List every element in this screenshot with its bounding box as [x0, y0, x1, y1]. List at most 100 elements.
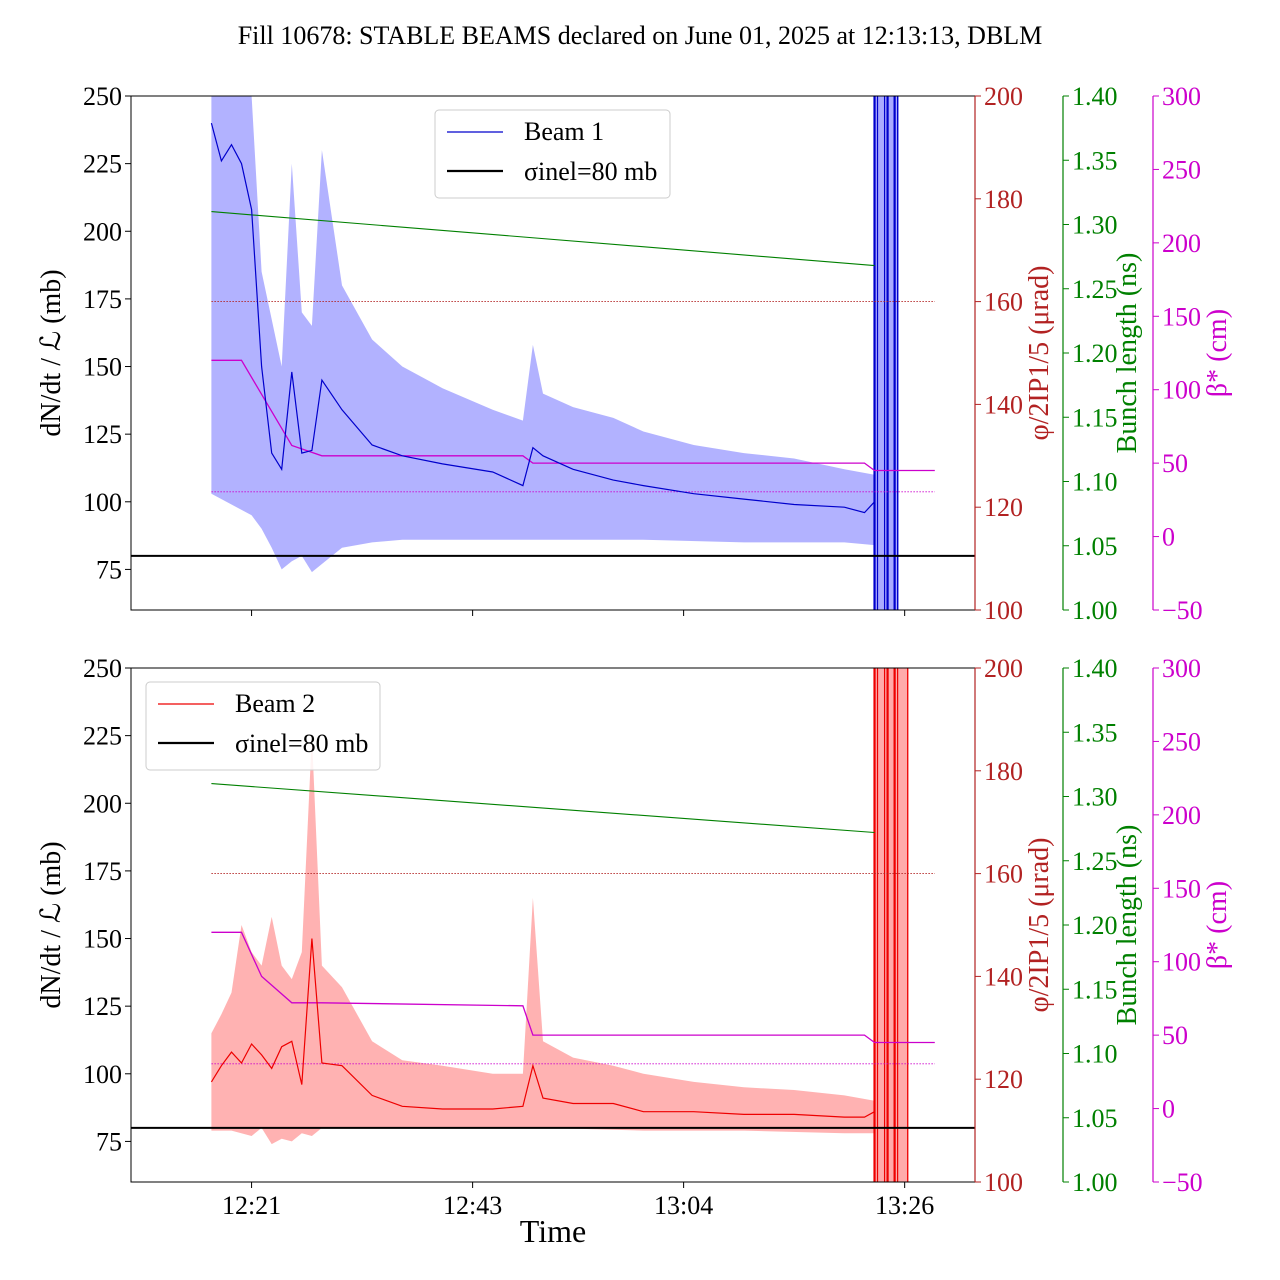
y-tick-label: 120 [984, 493, 1023, 522]
plot-area [131, 668, 975, 1182]
y-tick-label: 175 [83, 285, 122, 314]
y-tick-label: 1.25 [1072, 847, 1118, 876]
y-tick-label: 1.15 [1072, 403, 1118, 432]
y-tick-label: 200 [1162, 229, 1201, 258]
y-tick-label: 120 [984, 1065, 1023, 1094]
y-tick-label: 100 [984, 1168, 1023, 1197]
y-tick-label: 160 [984, 288, 1023, 317]
y-tick-label: 75 [96, 555, 122, 584]
legend-label-sigma: σinel=80 mb [524, 157, 657, 186]
y-tick-label: 150 [83, 353, 122, 382]
bunch-length-line [211, 783, 875, 834]
panel-bottom: 75 100 125 150 175 200 225 250 100 120 140 160 180 20… [36, 654, 1233, 1220]
y-tick-label: 250 [1162, 155, 1201, 184]
y-tick-label: 140 [984, 390, 1023, 419]
axis-label: Bunch length (ns) [1112, 825, 1143, 1026]
y-tick-label: 50 [1162, 449, 1188, 478]
y-tick-label: 1.20 [1072, 339, 1118, 368]
y-tick-label: 180 [984, 185, 1023, 214]
chart-title: Fill 10678: STABLE BEAMS declared on Jun… [238, 21, 1043, 50]
y-tick-label: 250 [1162, 727, 1201, 756]
y-tick-label: −50 [1162, 1168, 1203, 1197]
y-tick-label: 1.30 [1072, 211, 1118, 240]
beam2-line [210, 938, 875, 1118]
beam1-line [210, 122, 875, 514]
y-tick-label: 100 [83, 488, 122, 517]
y-tick-label: 1.05 [1072, 532, 1118, 561]
y-tick-label: 0 [1162, 1095, 1175, 1124]
y-tick-label: 1.00 [1072, 596, 1118, 625]
y-tick-label: 100 [1162, 948, 1201, 977]
y-tick-label: 140 [984, 962, 1023, 991]
y-tick-label: 1.00 [1072, 1168, 1118, 1197]
y-tick-label: 1.05 [1072, 1104, 1118, 1133]
legend-label-sigma: σinel=80 mb [235, 729, 368, 758]
y-tick-label: 150 [1162, 302, 1201, 331]
axis-label: φ/2IP1/5 (μrad) [1024, 265, 1055, 440]
beta-star-line [211, 931, 935, 1044]
y-tick-label: 1.40 [1072, 654, 1118, 683]
beta-star-axis: −50 0 50 100 150 200 250 300 β* (cm) [1152, 82, 1233, 625]
x-tick-label: 12:21 [222, 1191, 281, 1220]
y-tick-label: 125 [83, 420, 122, 449]
y-tick-label: 125 [83, 992, 122, 1021]
axis-label: β* (cm) [1202, 881, 1233, 969]
y-tick-label: −50 [1162, 596, 1203, 625]
y-tick-label: 1.10 [1072, 1040, 1118, 1069]
uncertainty-band [211, 96, 875, 573]
y-tick-label: 50 [1162, 1021, 1188, 1050]
uncertainty-band [211, 735, 875, 1145]
y-tick-label: 250 [83, 654, 122, 683]
y-tick-label: 0 [1162, 523, 1175, 552]
legend-label-beam: Beam 1 [524, 117, 604, 146]
bunch-length-line [211, 211, 875, 267]
y-tick-label: 225 [83, 722, 122, 751]
y-tick-label: 160 [984, 860, 1023, 889]
axis-label: φ/2IP1/5 (μrad) [1024, 837, 1055, 1012]
y-tick-label: 300 [1162, 82, 1201, 111]
y-tick-label: 1.40 [1072, 82, 1118, 111]
y-tick-label: 1.10 [1072, 468, 1118, 497]
legend: Beam 1 σinel=80 mb [434, 109, 671, 199]
bunch-length-axis: 1.00 1.05 1.10 1.15 1.20 1.25 1.30 1.35 1.40 Bunc… [1062, 654, 1143, 1197]
y-tick-label: 1.20 [1072, 911, 1118, 940]
y-tick-label: 1.35 [1072, 146, 1118, 175]
y-tick-label: 200 [83, 789, 122, 818]
legend-label-beam: Beam 2 [235, 689, 315, 718]
legend: Beam 2 σinel=80 mb [145, 681, 381, 771]
y-axis-label: dN/dt / ℒ (mb) [36, 269, 67, 436]
beta-star-line [211, 359, 935, 472]
y-axis-label-left: dN/dt / ℒ (mb) [36, 269, 67, 436]
x-tick-label: 13:04 [654, 1191, 713, 1220]
y-tick-label: 150 [1162, 874, 1201, 903]
y-tick-label: 180 [984, 757, 1023, 786]
crossing-angle-axis: 100 120 140 160 180 200 φ/2IP1/5 (μrad) [974, 654, 1055, 1197]
spike-band [874, 668, 909, 1182]
x-axis-label: Time [520, 1213, 586, 1249]
y-tick-label: 1.35 [1072, 718, 1118, 747]
y-tick-label: 75 [96, 1127, 122, 1156]
y-tick-label: 300 [1162, 654, 1201, 683]
x-tick-label: 13:26 [875, 1191, 934, 1220]
beta-star-axis: −50 0 50 100 150 200 250 300 β* (cm) [1152, 654, 1233, 1197]
bunch-length-axis: 1.00 1.05 1.10 1.15 1.20 1.25 1.30 1.35 1.40 Bunc… [1062, 82, 1143, 625]
y-tick-label: 225 [83, 150, 122, 179]
panel-top: 75 100 125 150 175 200 225 250 100 120 140 160 180 20… [36, 82, 1233, 625]
plot-area [131, 96, 975, 610]
y-axis-label-left: dN/dt / ℒ (mb) [36, 841, 67, 1008]
x-tick-label: 12:43 [443, 1191, 502, 1220]
y-tick-label: 1.30 [1072, 783, 1118, 812]
y-tick-label: 200 [984, 82, 1023, 111]
y-tick-label: 150 [83, 925, 122, 954]
y-tick-label: 250 [83, 82, 122, 111]
y-tick-label: 175 [83, 857, 122, 886]
y-tick-label: 200 [1162, 801, 1201, 830]
y-tick-label: 200 [984, 654, 1023, 683]
axis-label: Bunch length (ns) [1112, 253, 1143, 454]
axis-label: β* (cm) [1202, 309, 1233, 397]
y-tick-label: 100 [984, 596, 1023, 625]
y-axis-label: dN/dt / ℒ (mb) [36, 841, 67, 1008]
y-tick-label: 200 [83, 217, 122, 246]
y-tick-label: 100 [83, 1060, 122, 1089]
